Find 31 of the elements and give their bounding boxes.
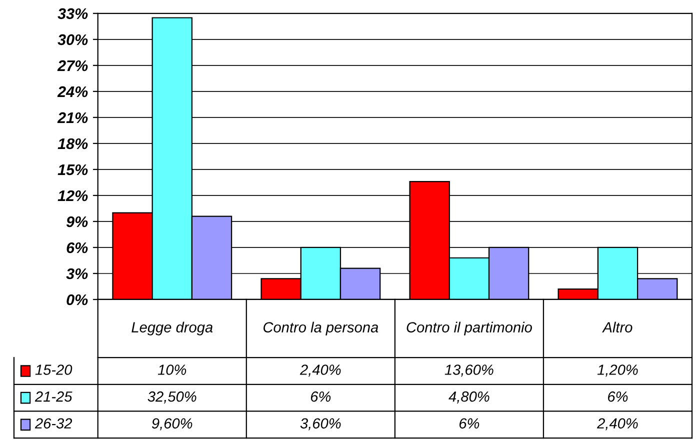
y-tick-label: 6% bbox=[66, 242, 88, 254]
data-label: 1,20% bbox=[597, 364, 638, 377]
data-label: 6% bbox=[608, 391, 628, 402]
y-tick-label: 9% bbox=[66, 216, 88, 228]
data-label: 6% bbox=[459, 418, 480, 429]
data-label: 4,80% bbox=[448, 391, 490, 404]
data-label: 13,60% bbox=[444, 364, 494, 377]
x-tick-label: Legge droga bbox=[132, 322, 213, 336]
y-tick-label: 27% bbox=[57, 60, 88, 72]
x-tick-label: Altro bbox=[602, 322, 632, 332]
y-tick-label: 0% bbox=[66, 294, 88, 306]
data-label: 32,50% bbox=[148, 391, 196, 404]
data-label: 10% bbox=[158, 364, 186, 375]
x-tick-label: Contro il partimonio bbox=[406, 322, 532, 336]
y-tick-label: 18% bbox=[58, 138, 88, 150]
y-tick-label: 21% bbox=[57, 112, 88, 124]
data-label: 2,40% bbox=[300, 364, 341, 377]
y-tick-label: 12% bbox=[58, 190, 88, 202]
y-tick-label: 3% bbox=[66, 268, 88, 280]
data-label: 6% bbox=[310, 391, 331, 402]
legend-label: 26-32 bbox=[34, 418, 72, 429]
y-tick-label: 24% bbox=[57, 86, 88, 98]
y-tick-label: 15% bbox=[58, 164, 88, 176]
x-tick-label: Contro la persona bbox=[264, 322, 378, 336]
y-tick-label: 33% bbox=[58, 8, 88, 20]
data-label: 3,60% bbox=[300, 418, 341, 430]
data-label: 9,60% bbox=[152, 418, 192, 430]
legend-label: 15-20 bbox=[35, 364, 72, 375]
legend-label: 21-25 bbox=[34, 391, 72, 402]
y-tick-label: 30% bbox=[58, 34, 88, 46]
data-label: 2,40% bbox=[596, 418, 638, 430]
